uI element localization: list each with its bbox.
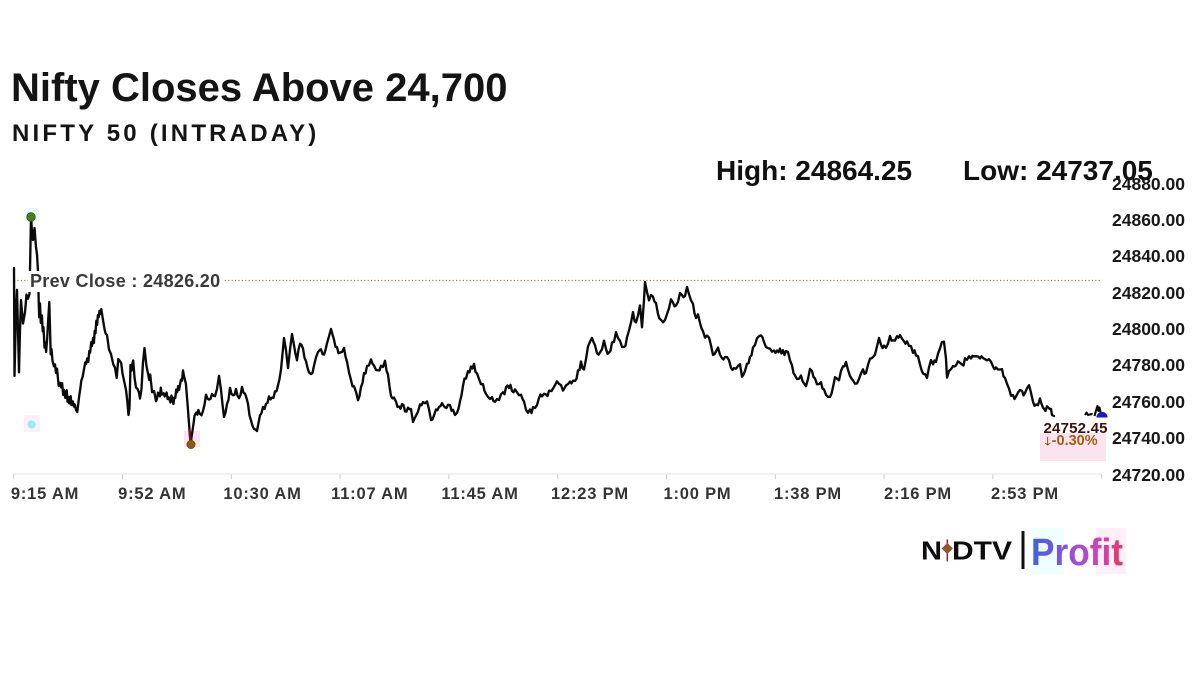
svg-text:N: N (921, 536, 942, 566)
svg-text:DTV: DTV (952, 536, 1013, 566)
svg-text:Profit: Profit (1031, 532, 1123, 574)
